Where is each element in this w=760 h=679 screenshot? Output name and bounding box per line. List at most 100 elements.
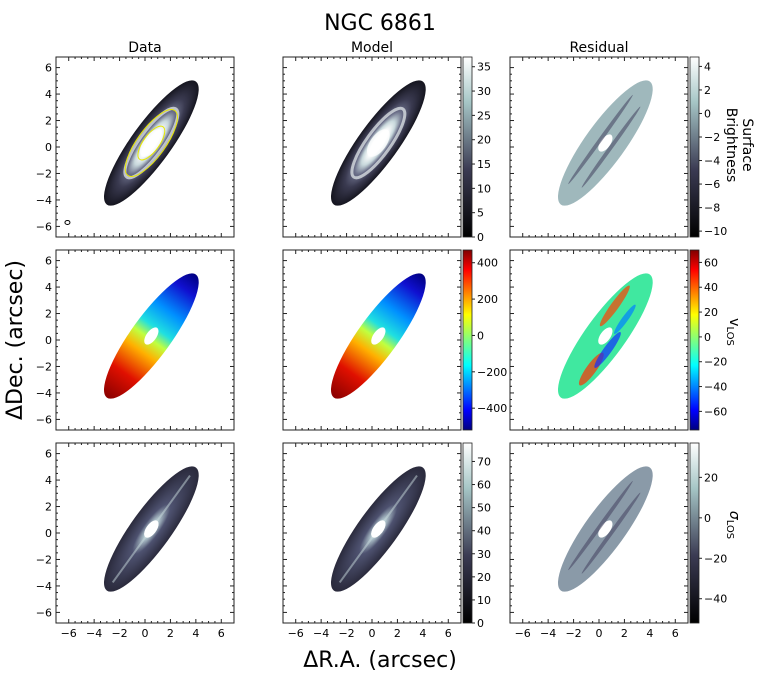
- y-tick-label: 4: [45, 281, 52, 294]
- y-tick-label: −2: [36, 553, 52, 566]
- y-tick-label: −4: [36, 387, 52, 400]
- y-tick-label: 0: [45, 334, 52, 347]
- colorbar-tick-label: 20: [704, 306, 718, 319]
- galaxy-map: [558, 273, 653, 399]
- panel-los-data: −6 −4 −2 0 2 4 6 −6 −4 −2 0 2 4 6: [36, 442, 235, 640]
- colorbar: [462, 442, 473, 624]
- y-tick-label: −4: [36, 580, 52, 593]
- psf-beam-contour: [64, 219, 71, 225]
- figure-title: NGC 6861: [324, 11, 436, 36]
- colorbar-tick-label: −2: [704, 131, 720, 144]
- galaxy-disk: [104, 273, 199, 399]
- svg-text:vLOS: vLOS: [724, 318, 742, 346]
- galaxy-map: [331, 273, 426, 399]
- residual-streak: [568, 94, 633, 185]
- colorbar-tick-label: 60: [704, 256, 718, 269]
- y-tick-label: −4: [36, 194, 52, 207]
- colorbar-tick-label: 0: [704, 512, 711, 525]
- panel-frame: [509, 56, 689, 238]
- galaxy-disk: [331, 80, 426, 206]
- colorbar: [689, 249, 700, 431]
- x-tick-label: 2: [394, 627, 401, 640]
- residual-streak: [581, 492, 641, 574]
- x-tick-label: 2: [167, 627, 174, 640]
- panel-vlos-residual: [509, 249, 689, 431]
- x-tick-label: −6: [515, 627, 531, 640]
- galaxy-map: [331, 80, 426, 206]
- y-tick-label: 6: [45, 255, 52, 268]
- colorbar-tick-label: 25: [477, 109, 491, 122]
- panel-los-model: −6 −4 −2 0 2 4 6: [282, 442, 462, 640]
- x-tick-label: 0: [596, 627, 603, 640]
- svg-text:Brightness: Brightness: [723, 108, 739, 183]
- colorbar-tick-label: −8: [704, 202, 720, 215]
- galaxy-map: [558, 466, 653, 592]
- galaxy-disk: [331, 273, 426, 399]
- central-hole: [371, 134, 386, 152]
- colorbar: [689, 56, 700, 238]
- colorbar-tick-label: −400: [477, 402, 507, 415]
- contour-inner: [137, 125, 166, 161]
- galaxy-disk: [558, 273, 653, 399]
- svg-text:Surface: Surface: [739, 118, 755, 171]
- panel-frame: [55, 249, 235, 431]
- column-title-model: Model: [351, 40, 393, 56]
- residual-blue: [614, 304, 636, 334]
- colorbar-tick-label: 10: [477, 182, 491, 195]
- colorbar-tick-label: −60: [704, 405, 727, 418]
- contour-outer: [124, 109, 178, 177]
- colorbar-tick-label: −6: [704, 178, 720, 191]
- colorbar-tick-label: 200: [477, 293, 498, 306]
- colorbar-tick-label: 50: [477, 502, 491, 515]
- y-tick-label: 2: [45, 115, 52, 128]
- y-tick-label: −2: [36, 360, 52, 373]
- bright-ring: [123, 106, 180, 180]
- colorbar-tick-label: −20: [704, 356, 727, 369]
- y-tick-label: −2: [36, 167, 52, 180]
- residual-streak: [581, 106, 641, 188]
- galaxy-disk: [558, 466, 653, 592]
- panel-vlos-model: [282, 249, 462, 431]
- colorbar-tick-label: −4: [704, 155, 720, 168]
- colorbar-tick-label: 30: [477, 548, 491, 561]
- panel-surfacebrightness-model: [282, 56, 462, 238]
- galaxy-map: [104, 466, 199, 592]
- colorbar-tick-label: 20: [477, 134, 491, 147]
- colorbar-tick-label: 0: [704, 331, 711, 344]
- y-axis-label: ΔDec. (arcsec): [3, 260, 28, 420]
- colorbar-tick-label: 35: [477, 61, 491, 74]
- panel-los-residual: −6 −4 −2 0 2 4 6: [509, 442, 689, 640]
- row-label-sigma-los: σLOS: [724, 511, 742, 539]
- colorbar: [462, 249, 473, 431]
- x-tick-label: 2: [621, 627, 628, 640]
- colorbar-tick-label: 0: [704, 107, 711, 120]
- colorbar-tick-label: 40: [704, 281, 718, 294]
- residual-red: [599, 285, 630, 327]
- x-tick-label: 4: [419, 627, 426, 640]
- x-tick-label: −6: [61, 627, 77, 640]
- x-tick-label: 6: [672, 627, 679, 640]
- y-tick-label: 0: [45, 527, 52, 540]
- x-tick-label: −4: [313, 627, 329, 640]
- colorbar-tick-label: 4: [704, 60, 711, 73]
- colorbar-tick-label: 70: [477, 455, 491, 468]
- colorbar-tick-label: 2: [704, 84, 711, 97]
- colorbar-tick-label: −40: [704, 593, 727, 606]
- x-tick-label: 4: [192, 627, 199, 640]
- galaxy-map: [331, 466, 426, 592]
- colorbar-tick-label: −40: [704, 381, 727, 394]
- panel-surfacebrightness-data: −6 −4 −2 0 2 4 6: [36, 56, 235, 238]
- x-tick-label: 0: [142, 627, 149, 640]
- galaxy-map: [104, 273, 199, 399]
- colorbar-tick-label: 400: [477, 257, 498, 270]
- panel-frame: [509, 249, 689, 431]
- x-tick-label: −6: [288, 627, 304, 640]
- y-tick-label: 2: [45, 308, 52, 321]
- colorbar-tick-label: 30: [477, 85, 491, 98]
- residual-blue: [594, 332, 621, 368]
- colorbar-tick-label: −200: [477, 366, 507, 379]
- galaxy-map: [104, 80, 199, 206]
- central-hole: [144, 520, 159, 538]
- panel-vlos-data: −6 −4 −2 0 2 4 6: [36, 249, 235, 431]
